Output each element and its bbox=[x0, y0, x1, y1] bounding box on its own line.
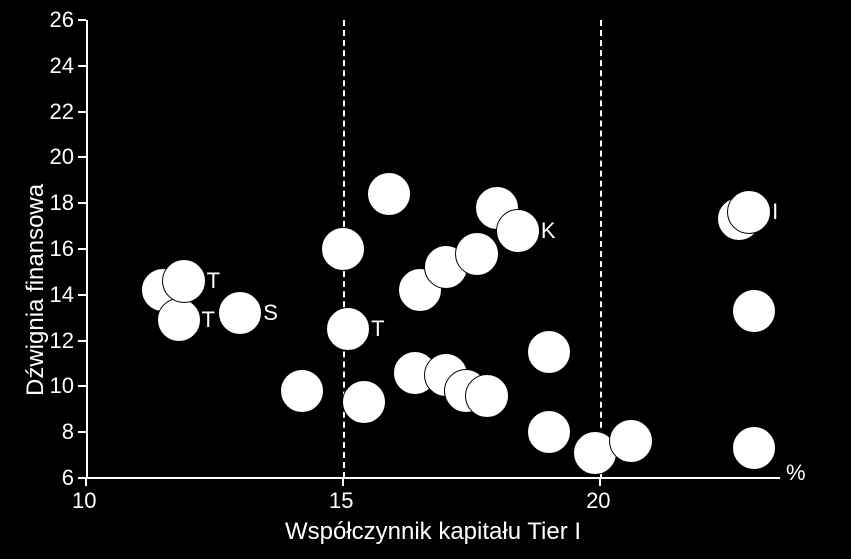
x-axis-line bbox=[86, 477, 780, 479]
y-tick bbox=[78, 111, 86, 113]
y-tick bbox=[78, 19, 86, 21]
data-point bbox=[218, 291, 262, 335]
data-point bbox=[367, 172, 411, 216]
data-point bbox=[342, 380, 386, 424]
data-point bbox=[732, 289, 776, 333]
x-tick-label: 10 bbox=[72, 488, 96, 514]
y-tick bbox=[78, 202, 86, 204]
y-tick-label: 16 bbox=[50, 236, 74, 262]
y-tick-label: 26 bbox=[50, 7, 74, 33]
data-point bbox=[465, 374, 509, 418]
scatter-chart: Dźwignia finansowa Współczynnik kapitału… bbox=[0, 0, 851, 559]
y-tick bbox=[78, 156, 86, 158]
data-point bbox=[280, 369, 324, 413]
y-tick-label: 24 bbox=[50, 53, 74, 79]
data-point bbox=[496, 209, 540, 253]
data-point bbox=[527, 330, 571, 374]
data-point bbox=[727, 190, 771, 234]
y-tick-label: 18 bbox=[50, 190, 74, 216]
y-axis-title: Dźwignia finansowa bbox=[22, 183, 50, 395]
gridline-v bbox=[600, 20, 602, 478]
data-point bbox=[321, 227, 365, 271]
data-point bbox=[527, 410, 571, 454]
percent-label: % bbox=[786, 460, 806, 486]
y-tick-label: 22 bbox=[50, 99, 74, 125]
y-tick bbox=[78, 248, 86, 250]
data-point-label: T bbox=[202, 307, 215, 333]
y-tick-label: 12 bbox=[50, 328, 74, 354]
data-point-label: S bbox=[263, 300, 278, 326]
x-tick bbox=[85, 478, 87, 486]
data-point bbox=[732, 426, 776, 470]
y-tick-label: 14 bbox=[50, 282, 74, 308]
y-tick bbox=[78, 385, 86, 387]
y-tick-label: 10 bbox=[50, 373, 74, 399]
y-tick bbox=[78, 294, 86, 296]
data-point-label: I bbox=[772, 199, 778, 225]
data-point bbox=[609, 419, 653, 463]
x-tick bbox=[342, 478, 344, 486]
data-point-label: K bbox=[541, 218, 556, 244]
y-axis-line bbox=[86, 20, 88, 478]
data-point-label: T bbox=[371, 316, 384, 342]
y-tick bbox=[78, 340, 86, 342]
x-axis-title: Współczynnik kapitału Tier I bbox=[86, 518, 780, 546]
y-tick bbox=[78, 431, 86, 433]
x-tick bbox=[599, 478, 601, 486]
data-point-label: T bbox=[207, 268, 220, 294]
data-point bbox=[455, 232, 499, 276]
data-point bbox=[162, 259, 206, 303]
data-point bbox=[326, 307, 370, 351]
y-tick bbox=[78, 65, 86, 67]
data-point bbox=[157, 298, 201, 342]
x-tick-label: 20 bbox=[586, 488, 610, 514]
y-tick-label: 20 bbox=[50, 144, 74, 170]
y-tick-label: 8 bbox=[62, 419, 74, 445]
x-tick-label: 15 bbox=[329, 488, 353, 514]
